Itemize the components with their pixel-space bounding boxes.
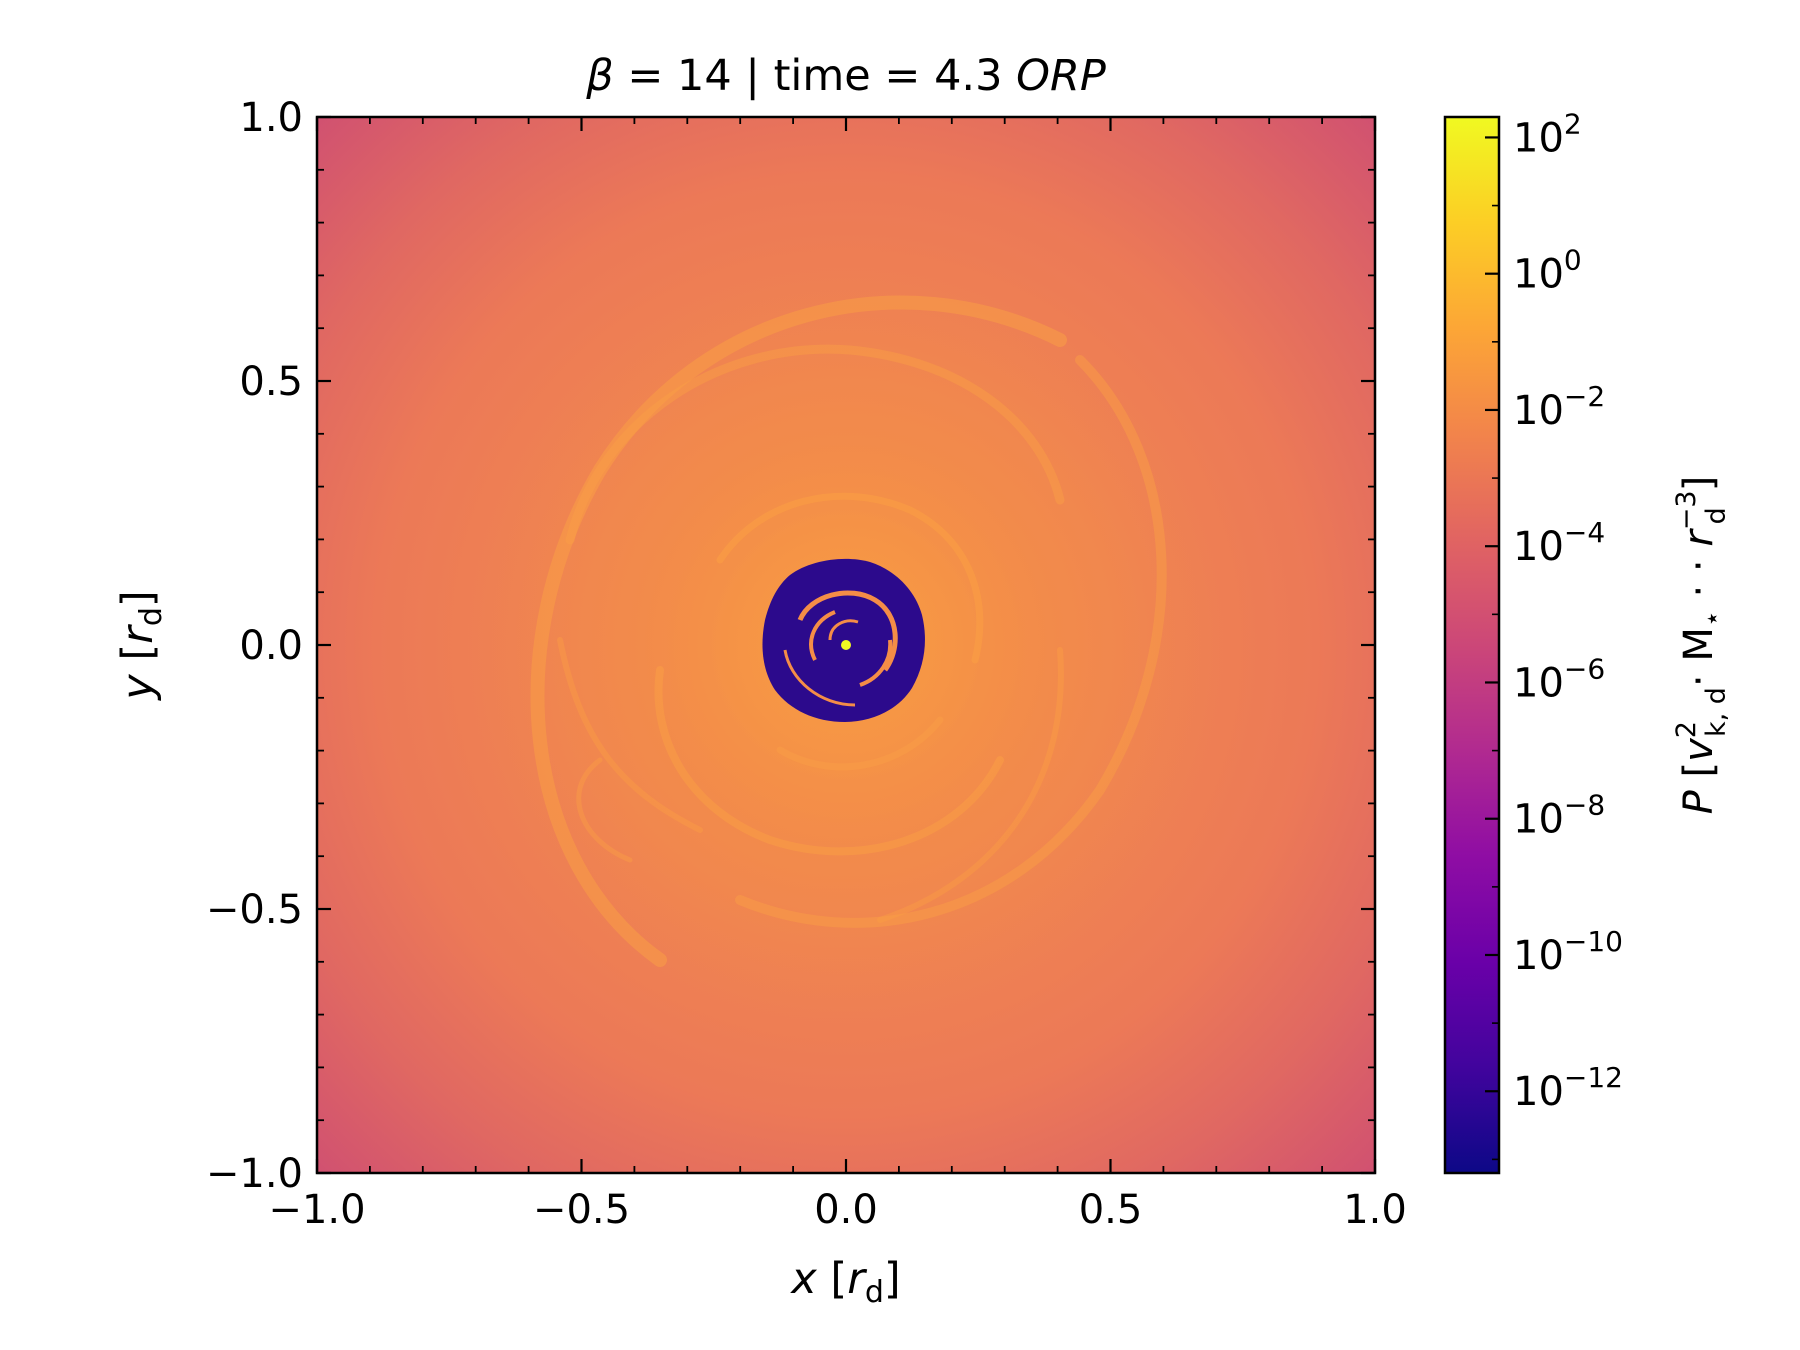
y-label-var: y (113, 674, 163, 702)
central-core (841, 640, 851, 650)
spiral-arm (654, 666, 1004, 856)
cavity-ring (783, 649, 856, 707)
y-tick-label: −0.5 (206, 887, 303, 933)
x-axis-ticks: −1.0 −0.5 0.0 0.5 1.0 (268, 117, 1407, 1233)
x-label-close: ] (884, 1254, 901, 1304)
cb-label-r: r (1676, 528, 1722, 547)
x-label-unit-var: r (847, 1254, 867, 1304)
y-tick-label: 1.0 (239, 95, 303, 141)
y-tick-label: 0.0 (239, 623, 303, 669)
heatmap-field (317, 117, 1375, 1173)
y-tick-label: −1.0 (206, 1151, 303, 1197)
cavity-ring (809, 610, 836, 661)
colorbar-label: P [v2k, d· M⋆ · · r−3d] (1671, 476, 1732, 815)
y-label-close: ] (113, 590, 163, 607)
y-label-open: [ (113, 644, 163, 674)
cb-label-var: P (1676, 789, 1722, 814)
y-axis-label: y [rd] (113, 590, 169, 701)
spiral-arm (557, 637, 703, 833)
spiral-arm (735, 355, 1167, 928)
colorbar-tick-label: 10−10 (1513, 925, 1623, 979)
title-beta-symbol: β (585, 51, 613, 101)
x-label-var: x (789, 1254, 817, 1304)
cavity-region (762, 558, 925, 722)
inner-cavity (762, 558, 925, 722)
cb-label-v: v (1676, 737, 1722, 762)
cavity-ring (828, 619, 859, 641)
title-main: = 14 | time = 4.3 (614, 51, 1016, 101)
spiral-arm (576, 757, 633, 863)
x-tick-label: −0.5 (533, 1187, 630, 1233)
title-unit: ORP (1016, 51, 1106, 101)
x-tick-label: 1.0 (1343, 1187, 1407, 1233)
cb-label-v-sub: k, d (1701, 687, 1732, 737)
colorbar-tick-label: 10−2 (1513, 380, 1605, 434)
colorbar-tick-label: 10−6 (1513, 652, 1605, 706)
cb-label-close: ] (1676, 476, 1722, 492)
cb-label-v-sup: 2 (1671, 721, 1702, 738)
cb-label-mid: · M (1676, 627, 1722, 687)
y-tick-label: 0.5 (239, 359, 303, 405)
chart-title: β = 14 | time = 4.3 ORP (585, 51, 1106, 101)
x-label-unit-sub: d (865, 1275, 884, 1310)
colorbar (1443, 115, 1501, 1175)
cb-label-open: [ (1676, 762, 1722, 790)
colorbar-tick-label: 10−12 (1513, 1061, 1623, 1115)
cb-label-m-sub: ⋆ (1697, 610, 1728, 627)
y-axis-ticks: −1.0 −0.5 0.0 0.5 1.0 (206, 95, 1375, 1197)
cavity-ring (859, 639, 893, 687)
spiral-arm (877, 647, 1064, 923)
x-label-open: [ (817, 1254, 847, 1304)
x-tick-label: 0.5 (1079, 1187, 1143, 1233)
x-tick-label: 0.0 (814, 1187, 878, 1233)
y-label-unit-sub: d (134, 607, 169, 626)
colorbar-ticks: 102 100 10−2 10−4 10−6 10−8 10−10 10−12 (1485, 107, 1623, 1161)
spiral-arm (776, 716, 944, 771)
cb-label-mid2: · · (1676, 547, 1722, 611)
colorbar-tick-label: 10−8 (1513, 789, 1605, 843)
spiral-arm (565, 344, 1065, 545)
cavity-ring (797, 590, 898, 672)
colorbar-tick-label: 102 (1513, 107, 1582, 161)
spiral-arm (716, 492, 984, 664)
colorbar-tick-label: 100 (1513, 244, 1582, 298)
y-label-unit-var: r (113, 624, 163, 644)
spiral-arms (530, 295, 1167, 967)
cb-label-r-sub: d (1701, 507, 1732, 524)
cb-label-r-sup: −3 (1671, 490, 1702, 530)
colorbar-tick-label: 10−4 (1513, 516, 1605, 570)
x-tick-label: −1.0 (268, 1187, 365, 1233)
x-axis-label: x [rd] (789, 1254, 900, 1310)
